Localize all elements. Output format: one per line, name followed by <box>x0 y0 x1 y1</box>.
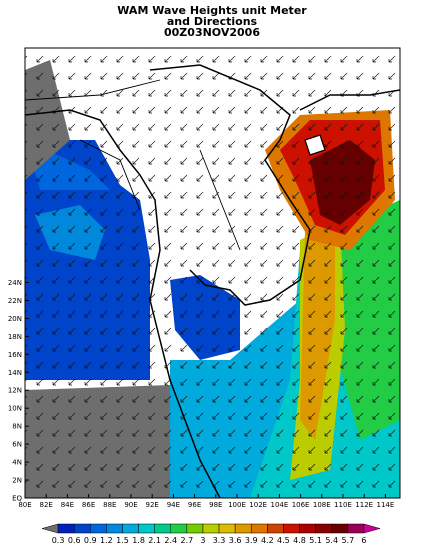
lon-label: 92E <box>146 501 159 509</box>
lon-label: 102E <box>249 501 267 509</box>
colorbar-cell <box>202 523 220 534</box>
colorbar-label: 2.7 <box>180 536 193 545</box>
map-fields <box>25 48 400 498</box>
colorbar-cell <box>186 523 204 534</box>
title-line: and Directions <box>167 15 258 28</box>
colorbar-label: 0.3 <box>52 536 65 545</box>
lon-label: 90E <box>124 501 137 509</box>
lon-label: 84E <box>61 501 74 509</box>
colorbar-cell <box>90 523 107 534</box>
colorbar-label: 5.1 <box>309 536 322 545</box>
lon-label: 96E <box>188 501 201 509</box>
colorbar-label: 0.6 <box>68 536 81 545</box>
lat-label: 24N <box>8 279 22 287</box>
lat-label: 12N <box>8 387 22 395</box>
lat-label: 22N <box>8 297 22 305</box>
colorbar-label: 4.2 <box>261 536 274 545</box>
lon-label: 110E <box>334 501 352 509</box>
lat-label: EQ <box>12 495 22 503</box>
colorbar-label: 3.9 <box>245 536 258 545</box>
lat-label: 6N <box>12 441 22 449</box>
lat-label: 8N <box>12 423 22 431</box>
colorbar-label: 3.3 <box>213 536 226 545</box>
colorbar-label: 1.5 <box>116 536 129 545</box>
title-line: WAM Wave Heights unit Meter <box>117 4 307 17</box>
colorbar-label: 5.7 <box>341 536 354 545</box>
colorbar-label: 4.5 <box>277 536 290 545</box>
colorbar-cell <box>106 523 123 534</box>
colorbar-cell <box>138 523 155 534</box>
lon-label: 100E <box>228 501 246 509</box>
colorbar-cell <box>347 523 365 534</box>
colorbar-cell <box>250 523 268 534</box>
colorbar-label: 2.1 <box>148 536 161 545</box>
colorbar-cell <box>218 523 236 534</box>
lon-label: 80E <box>18 501 31 509</box>
colorbar-label: 6 <box>361 536 366 545</box>
lat-label: 16N <box>8 351 22 359</box>
lon-label: 82E <box>40 501 53 509</box>
colorbar-cell <box>299 523 316 534</box>
lon-label: 86E <box>82 501 95 509</box>
lon-label: 112E <box>355 501 373 509</box>
colorbar-label: 5.4 <box>325 536 338 545</box>
lat-label: 10N <box>8 405 22 413</box>
lon-label: 104E <box>271 501 289 509</box>
lon-label: 98E <box>209 501 222 509</box>
lon-label: 94E <box>167 501 180 509</box>
colorbar-cell <box>267 523 284 534</box>
colorbar-cell <box>41 523 59 534</box>
colorbar-cell <box>154 523 172 534</box>
map-frame <box>24 47 401 499</box>
colorbar-cell <box>331 523 349 534</box>
colorbar-cell <box>122 523 139 534</box>
colorbar-label: 1.8 <box>132 536 145 545</box>
colorbar-label: 3 <box>200 536 205 545</box>
colorbar-cell <box>170 523 188 534</box>
lat-label: 20N <box>8 315 22 323</box>
colorbar-label: 0.9 <box>84 536 97 545</box>
colorbar-cell <box>73 523 91 534</box>
lon-label: 88E <box>103 501 116 509</box>
lon-label: 108E <box>313 501 331 509</box>
lon-label: 114E <box>377 501 395 509</box>
colorbar-cell <box>283 523 300 534</box>
lat-label: 14N <box>8 369 22 377</box>
lon-label: 106E <box>292 501 310 509</box>
lat-label: 18N <box>8 333 22 341</box>
colorbar-cell <box>234 523 252 534</box>
colorbar-label: 4.8 <box>293 536 306 545</box>
colorbar-label: 2.4 <box>164 536 177 545</box>
title-line: 00Z03NOV2006 <box>164 26 260 39</box>
colorbar-cell <box>315 523 332 534</box>
lat-label: 4N <box>12 459 22 467</box>
lat-label: 2N <box>12 477 22 485</box>
colorbar-label: 3.6 <box>229 536 242 545</box>
colorbar-cell <box>57 523 75 534</box>
colorbar-label: 1.2 <box>100 536 113 545</box>
colorbar-cell <box>363 523 381 534</box>
